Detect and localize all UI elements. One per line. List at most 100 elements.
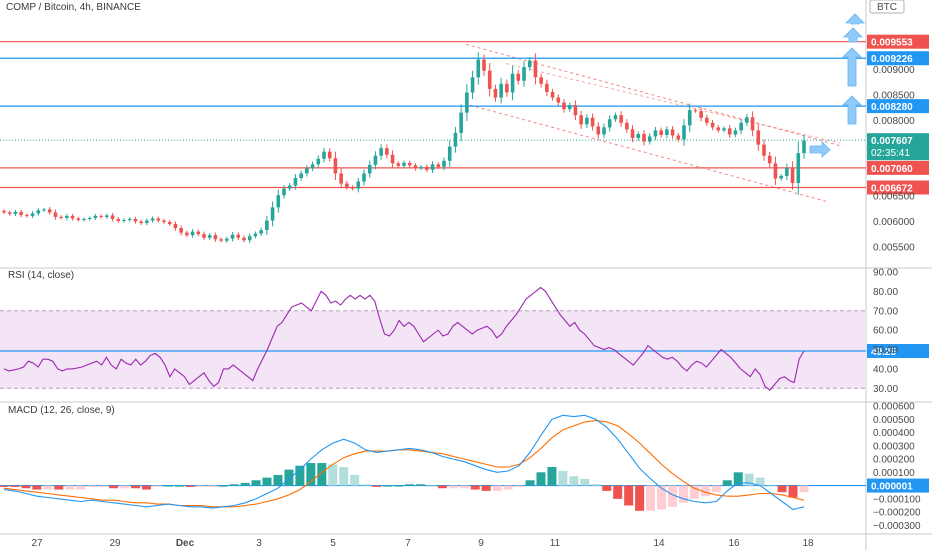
macd-histogram-bar-35	[383, 485, 393, 487]
candle-body-57	[327, 151, 332, 159]
candle-body-104	[596, 126, 601, 135]
time-tick-4: 5	[330, 538, 336, 549]
last-price-tag	[867, 133, 929, 161]
candle-body-62	[356, 181, 361, 189]
candle-body-116	[665, 129, 669, 135]
macd-title: MACD (12, 26, close, 9)	[8, 405, 115, 416]
macd-tick-5: 0.000100	[873, 468, 915, 479]
candle-body-28	[162, 220, 166, 223]
candle-body-108	[619, 115, 623, 123]
macd-histogram-bar-50	[547, 467, 557, 486]
candle-body-77	[442, 160, 446, 167]
macd-histogram-bar-22	[240, 482, 250, 486]
candle-body-103	[590, 117, 595, 127]
macd-histogram-bar-55	[602, 485, 612, 491]
candle-body-111	[636, 133, 641, 138]
axis-labels: 0.009000 0.008500 0.008000 0.006500 0.006000…	[31, 65, 921, 549]
candle-body-31	[179, 228, 183, 233]
level-tag-text-4: 0.006672	[871, 183, 913, 194]
candle-body-32	[185, 232, 189, 236]
candle-body-15	[87, 217, 92, 219]
candle-body-52	[299, 173, 303, 178]
price-pane[interactable]: 0.009553 0.009226 0.008280 0.007060 0.006672…	[0, 34, 929, 243]
candle-body-101	[579, 115, 583, 125]
macd-histogram-bar-63	[689, 485, 699, 499]
candle-body-9	[53, 212, 58, 217]
macd-histogram-bar-48	[525, 480, 535, 486]
candle-body-102	[585, 117, 589, 125]
macd-pane[interactable]: 0.000001	[0, 414, 929, 511]
candle-body-70	[402, 162, 406, 166]
candle-body-119	[682, 125, 686, 140]
forecast-arrows	[809, 13, 865, 158]
price-tick-0: 0.009000	[873, 65, 915, 76]
macd-histogram-bar-67	[733, 472, 743, 486]
macd-histogram-bar-1	[10, 485, 20, 487]
candle-body-95	[545, 83, 549, 92]
candle-body-69	[396, 163, 401, 166]
candle-body-35	[202, 234, 206, 238]
candle-body-56	[322, 151, 326, 159]
candle-body-129	[739, 122, 743, 131]
candle-body-20	[116, 218, 121, 222]
macd-histogram-bar-9	[98, 485, 108, 487]
macd-histogram-bar-14	[152, 485, 162, 487]
macd-line	[3, 414, 805, 511]
rsi-value-text: 49.25	[871, 347, 896, 358]
candle-body-42	[242, 237, 246, 241]
macd-histogram-bar-71	[777, 485, 787, 493]
candle-body-93	[533, 60, 538, 78]
macd-histogram-bar-64	[700, 485, 710, 497]
macd-tick-0: 0.000600	[873, 402, 915, 413]
time-tick-9: 16	[728, 538, 740, 549]
candle-body-24	[139, 221, 143, 224]
forecast-arrow-3	[843, 27, 863, 43]
candle-body-10	[59, 216, 63, 218]
currency-badge[interactable]: BTC	[869, 0, 905, 14]
candle-body-39	[225, 238, 229, 241]
macd-histogram-bar-53	[580, 478, 590, 486]
candle-body-12	[70, 215, 75, 219]
candle-body-40	[230, 234, 235, 239]
candle-body-29	[167, 222, 172, 225]
candle-body-67	[385, 148, 389, 155]
candle-body-85	[487, 70, 492, 89]
candle-body-90	[516, 73, 521, 81]
macd-histogram-bar-72	[788, 485, 798, 498]
macd-histogram-bar-26	[284, 469, 294, 486]
macd-histogram-bar-60	[657, 485, 667, 510]
price-tick-1: 0.008500	[873, 90, 915, 101]
level-tag-2	[867, 99, 929, 114]
candle-body-139	[796, 153, 801, 184]
candle-body-134	[767, 155, 772, 164]
macd-signal-line	[3, 420, 805, 508]
candle-body-107	[613, 115, 618, 120]
macd-histogram-bar-66	[722, 480, 732, 486]
forecast-arrow-right	[809, 141, 831, 158]
macd-histogram-bar-54	[591, 484, 601, 486]
candle-body-80	[459, 112, 463, 133]
candle-body-81	[465, 92, 469, 113]
forecast-arrow-4	[845, 13, 865, 25]
candle-body-16	[93, 215, 98, 218]
level-tag-4	[867, 180, 929, 195]
macd-histogram-bar-15	[163, 485, 173, 487]
candle-body-115	[659, 130, 663, 135]
candle-body-88	[505, 83, 509, 93]
forecast-arrow-2	[842, 47, 862, 87]
candle-body-112	[642, 133, 646, 142]
level-tag-text-2: 0.008280	[871, 102, 913, 113]
candle-body-22	[127, 218, 132, 220]
rsi-pane[interactable]: 49.25	[0, 286, 929, 391]
macd-tick-8: −0.000300	[873, 521, 921, 532]
candle-body-83	[476, 59, 481, 78]
macd-histogram-bar-23	[251, 480, 261, 486]
macd-histogram-bar-69	[755, 477, 765, 486]
time-tick-7: 11	[550, 538, 561, 549]
rsi-tick-6: 30.00	[873, 384, 898, 395]
candle-body-43	[247, 236, 252, 241]
candle-body-105	[602, 127, 606, 135]
macd-tick-6: −0.000100	[873, 494, 921, 505]
rsi-tick-4: 50.00	[873, 345, 898, 356]
